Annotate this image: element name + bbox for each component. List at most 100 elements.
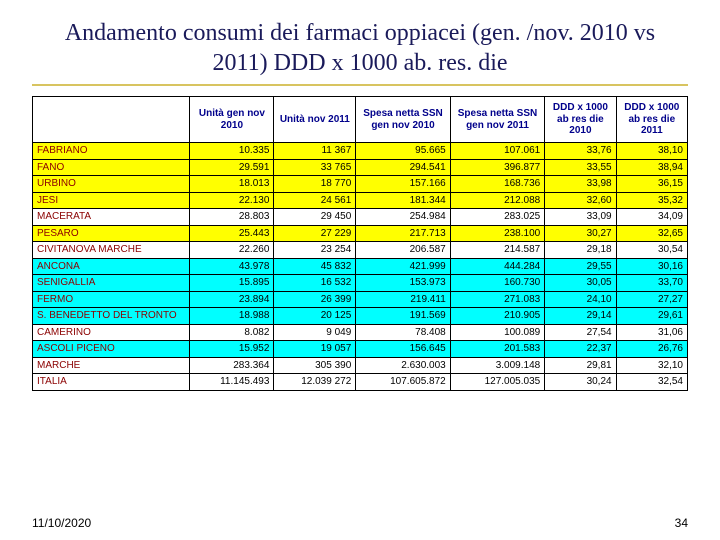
row-label: CAMERINO — [33, 324, 190, 341]
data-cell: 18.988 — [190, 308, 274, 325]
table-header-cell: DDD x 1000 ab res die 2010 — [545, 97, 616, 143]
table-row: CIVITANOVA MARCHE22.26023 254206.587214.… — [33, 242, 688, 259]
data-cell: 30,16 — [616, 258, 687, 275]
table-row: S. BENEDETTO DEL TRONTO18.98820 125191.5… — [33, 308, 688, 325]
table-row: URBINO18.01318 770157.166168.73633,9836,… — [33, 176, 688, 193]
data-cell: 18 770 — [274, 176, 356, 193]
data-cell: 444.284 — [450, 258, 544, 275]
data-cell: 210.905 — [450, 308, 544, 325]
data-cell: 8.082 — [190, 324, 274, 341]
data-cell: 22.130 — [190, 192, 274, 209]
data-cell: 271.083 — [450, 291, 544, 308]
data-cell: 29,18 — [545, 242, 616, 259]
data-cell: 45 832 — [274, 258, 356, 275]
row-label: MACERATA — [33, 209, 190, 226]
data-cell: 29,14 — [545, 308, 616, 325]
data-cell: 25.443 — [190, 225, 274, 242]
data-cell: 157.166 — [356, 176, 450, 193]
data-cell: 27,27 — [616, 291, 687, 308]
data-cell: 31,06 — [616, 324, 687, 341]
data-cell: 100.089 — [450, 324, 544, 341]
data-cell: 15.895 — [190, 275, 274, 292]
data-cell: 27,54 — [545, 324, 616, 341]
data-cell: 107.605.872 — [356, 374, 450, 391]
data-cell: 3.009.148 — [450, 357, 544, 374]
data-cell: 305 390 — [274, 357, 356, 374]
data-cell: 107.061 — [450, 143, 544, 160]
table-row: JESI22.13024 561181.344212.08832,6035,32 — [33, 192, 688, 209]
data-cell: 24 561 — [274, 192, 356, 209]
data-cell: 38,10 — [616, 143, 687, 160]
data-cell: 254.984 — [356, 209, 450, 226]
row-label: FERMO — [33, 291, 190, 308]
table-header-cell: DDD x 1000 ab res die 2011 — [616, 97, 687, 143]
row-label: URBINO — [33, 176, 190, 193]
table-row: FERMO23.89426 399219.411271.08324,1027,2… — [33, 291, 688, 308]
data-cell: 95.665 — [356, 143, 450, 160]
data-cell: 11.145.493 — [190, 374, 274, 391]
data-cell: 2.630.003 — [356, 357, 450, 374]
data-cell: 29,81 — [545, 357, 616, 374]
data-cell: 34,09 — [616, 209, 687, 226]
data-cell: 201.583 — [450, 341, 544, 358]
data-cell: 283.025 — [450, 209, 544, 226]
data-cell: 38,94 — [616, 159, 687, 176]
table-row: FABRIANO10.33511 36795.665107.06133,7638… — [33, 143, 688, 160]
table-header-cell: Unità gen nov 2010 — [190, 97, 274, 143]
data-cell: 206.587 — [356, 242, 450, 259]
data-cell: 78.408 — [356, 324, 450, 341]
data-cell: 16 532 — [274, 275, 356, 292]
footer-page-number: 34 — [675, 516, 688, 530]
data-cell: 29.591 — [190, 159, 274, 176]
data-cell: 181.344 — [356, 192, 450, 209]
row-label: PESARO — [33, 225, 190, 242]
data-cell: 33,09 — [545, 209, 616, 226]
data-cell: 168.736 — [450, 176, 544, 193]
slide-footer: 11/10/2020 34 — [32, 516, 688, 530]
table-header-row: Unità gen nov 2010Unità nov 2011 Spesa ne… — [33, 97, 688, 143]
table-row: MARCHE283.364305 3902.630.0033.009.14829… — [33, 357, 688, 374]
data-cell: 23 254 — [274, 242, 356, 259]
data-cell: 32,60 — [545, 192, 616, 209]
table-row: ITALIA11.145.49312.039 272107.605.872127… — [33, 374, 688, 391]
data-cell: 43.978 — [190, 258, 274, 275]
data-cell: 22,37 — [545, 341, 616, 358]
row-label: ASCOLI PICENO — [33, 341, 190, 358]
data-cell: 32,65 — [616, 225, 687, 242]
data-cell: 20 125 — [274, 308, 356, 325]
data-cell: 156.645 — [356, 341, 450, 358]
row-label: ANCONA — [33, 258, 190, 275]
data-cell: 29 450 — [274, 209, 356, 226]
data-cell: 238.100 — [450, 225, 544, 242]
data-cell: 160.730 — [450, 275, 544, 292]
consumption-table: Unità gen nov 2010Unità nov 2011 Spesa ne… — [32, 96, 688, 391]
data-cell: 33 765 — [274, 159, 356, 176]
data-cell: 28.803 — [190, 209, 274, 226]
data-cell: 26,76 — [616, 341, 687, 358]
data-cell: 29,55 — [545, 258, 616, 275]
data-cell: 18.013 — [190, 176, 274, 193]
table-header-cell: Unità nov 2011 — [274, 97, 356, 143]
data-cell: 36,15 — [616, 176, 687, 193]
table-row: SENIGALLIA15.89516 532153.973160.73030,0… — [33, 275, 688, 292]
table-header-cell — [33, 97, 190, 143]
row-label: MARCHE — [33, 357, 190, 374]
data-cell: 217.713 — [356, 225, 450, 242]
data-cell: 9 049 — [274, 324, 356, 341]
row-label: JESI — [33, 192, 190, 209]
data-cell: 32,10 — [616, 357, 687, 374]
row-label: SENIGALLIA — [33, 275, 190, 292]
row-label: ITALIA — [33, 374, 190, 391]
data-cell: 15.952 — [190, 341, 274, 358]
table-row: FANO29.59133 765294.541396.87733,5538,94 — [33, 159, 688, 176]
data-cell: 33,98 — [545, 176, 616, 193]
data-cell: 30,27 — [545, 225, 616, 242]
data-cell: 29,61 — [616, 308, 687, 325]
data-cell: 26 399 — [274, 291, 356, 308]
data-cell: 33,76 — [545, 143, 616, 160]
data-cell: 10.335 — [190, 143, 274, 160]
data-cell: 35,32 — [616, 192, 687, 209]
data-cell: 219.411 — [356, 291, 450, 308]
table-header-cell: Spesa netta SSN gen nov 2011 — [450, 97, 544, 143]
data-cell: 421.999 — [356, 258, 450, 275]
